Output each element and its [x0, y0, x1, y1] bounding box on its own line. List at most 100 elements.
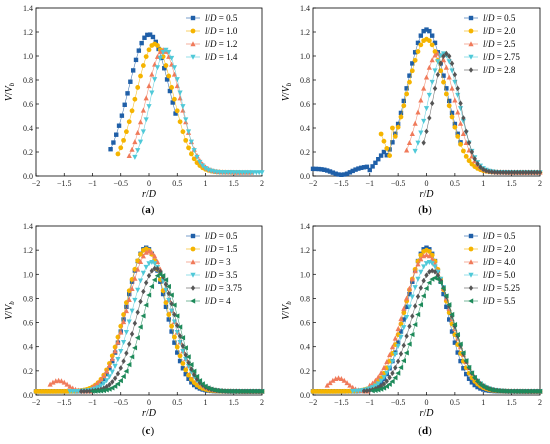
- data-point: [387, 352, 393, 358]
- legend-marker: [190, 298, 196, 304]
- data-point: [109, 353, 115, 359]
- data-point: [398, 110, 404, 116]
- data-point: [364, 387, 370, 394]
- data-point: [449, 85, 455, 91]
- data-point: [409, 68, 415, 74]
- panel-caption: (c): [142, 425, 155, 437]
- legend-marker: [468, 259, 474, 265]
- data-point: [110, 379, 115, 385]
- data-point: [407, 73, 412, 78]
- x-axis-label-slash: /: [146, 408, 149, 419]
- x-tick-label: −1.5: [334, 179, 349, 188]
- x-tick-label: 1: [481, 398, 485, 407]
- data-point: [381, 149, 387, 155]
- legend-label-d: D: [487, 13, 495, 23]
- data-point: [503, 169, 509, 176]
- y-axis-label-slash: /: [4, 311, 15, 314]
- data-point: [537, 169, 543, 176]
- data-point: [457, 106, 464, 112]
- legend-label-d: D: [209, 270, 217, 280]
- panel-d: −2 −1.5 −1 −0.5 0 0.5 1 1.5 2 0.0 0.2 0.4 0.6 0.8 1.0 1…: [281, 222, 543, 437]
- data-point: [344, 171, 350, 176]
- data-point: [173, 111, 178, 116]
- data-point: [381, 365, 387, 371]
- y-tick-label: 1.0: [300, 52, 310, 61]
- legend-marker: [190, 41, 196, 47]
- x-tick-label: −0.5: [391, 179, 406, 188]
- data-point: [378, 378, 384, 384]
- legend-label-slash: /: [486, 26, 489, 36]
- data-point: [461, 366, 466, 371]
- data-point: [472, 382, 477, 388]
- panel-a: −2 −1.5 −1 −0.5 0 0.5 1 1.5 2 0.0 0.2 0.4 0.6 0.8 1.0 1…: [4, 4, 265, 216]
- data-point: [170, 100, 175, 105]
- legend-label-value: = 4: [217, 296, 232, 306]
- caption-close: ): [428, 204, 432, 216]
- data-point: [171, 65, 178, 71]
- legend-label: l/D = 1.5: [205, 244, 238, 254]
- data-point: [114, 132, 119, 137]
- data-point: [523, 169, 529, 176]
- y-tick-label: 0.8: [300, 294, 310, 303]
- x-tick-label: −1.5: [334, 398, 349, 407]
- data-point: [123, 308, 129, 314]
- data-point: [183, 137, 189, 143]
- x-tick-label: −1.5: [57, 179, 72, 188]
- legend-label: l/D = 5.25: [483, 283, 520, 293]
- legend-label-d: D: [487, 39, 495, 49]
- data-point: [403, 350, 409, 356]
- data-point: [369, 388, 375, 394]
- data-point: [146, 83, 152, 89]
- x-tick-label: −1: [365, 179, 374, 188]
- data-point: [247, 388, 253, 394]
- data-point: [143, 117, 149, 123]
- data-point: [138, 73, 143, 79]
- data-point: [466, 376, 472, 381]
- x-tick-label: 1.5: [507, 398, 517, 407]
- data-point: [171, 302, 177, 308]
- data-point: [149, 249, 155, 255]
- data-point: [129, 354, 135, 360]
- data-point: [508, 388, 514, 394]
- data-point: [367, 167, 372, 173]
- legend-label: l/D = 0.5: [205, 13, 238, 23]
- data-point: [361, 388, 367, 394]
- data-point: [222, 388, 228, 394]
- data-point: [412, 120, 418, 126]
- data-point: [191, 368, 197, 374]
- data-point: [427, 269, 432, 275]
- data-point: [390, 140, 395, 145]
- data-point: [404, 314, 410, 320]
- y-tick-label: 0.6: [300, 100, 310, 109]
- legend-label-slash: /: [486, 65, 489, 75]
- data-point: [330, 377, 336, 383]
- data-point: [384, 153, 389, 158]
- data-point: [395, 343, 401, 349]
- data-point: [47, 381, 53, 387]
- series-ld-0_5: [310, 27, 463, 177]
- data-point: [421, 28, 426, 34]
- legend-label-l: l: [205, 270, 208, 280]
- data-point: [441, 53, 446, 59]
- legend-marker: [190, 28, 196, 34]
- legend-label-slash: /: [208, 231, 211, 241]
- legend-label-d: D: [487, 270, 495, 280]
- legend-marker: [468, 54, 474, 60]
- data-point: [406, 341, 412, 347]
- legend-label-value: = 0.5: [495, 231, 516, 241]
- data-point: [356, 166, 361, 171]
- data-point: [474, 378, 480, 385]
- legend-label-slash: /: [486, 13, 489, 23]
- data-point: [146, 248, 152, 254]
- legend-label-slash: /: [486, 244, 489, 254]
- data-point: [132, 154, 138, 160]
- data-point: [401, 98, 406, 104]
- x-tick-label: 0.5: [450, 398, 460, 407]
- data-point: [429, 79, 435, 85]
- data-point: [520, 169, 526, 176]
- data-point: [426, 253, 432, 259]
- caption-letter: a: [145, 204, 151, 216]
- data-point: [216, 388, 222, 394]
- data-point: [143, 302, 149, 308]
- data-point: [446, 302, 452, 308]
